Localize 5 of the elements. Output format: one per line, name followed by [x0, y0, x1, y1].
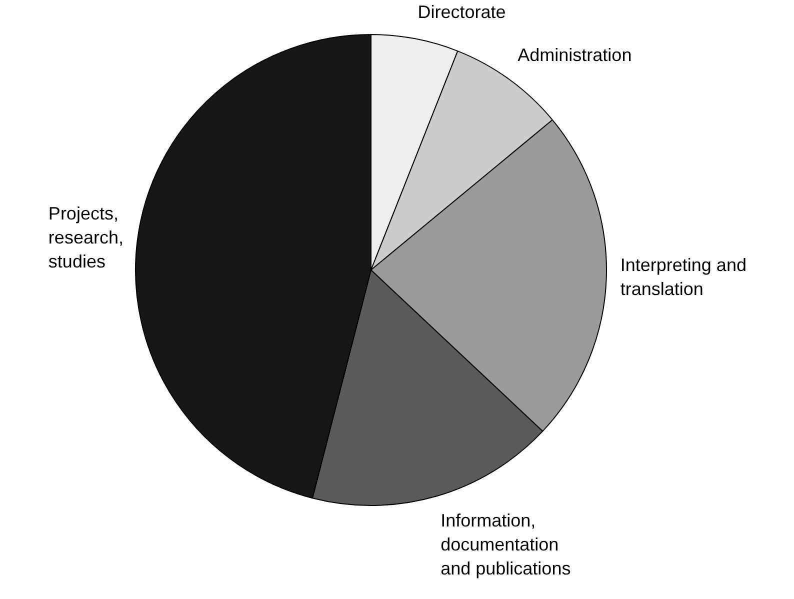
- slice-label: Directorate: [418, 2, 506, 22]
- slice-label: Information, documentation and publications: [440, 510, 571, 579]
- slice-label: Projects, research, studies: [48, 204, 124, 272]
- slice-label: Administration: [518, 45, 632, 66]
- slice-label: Interpreting and translation: [620, 254, 746, 299]
